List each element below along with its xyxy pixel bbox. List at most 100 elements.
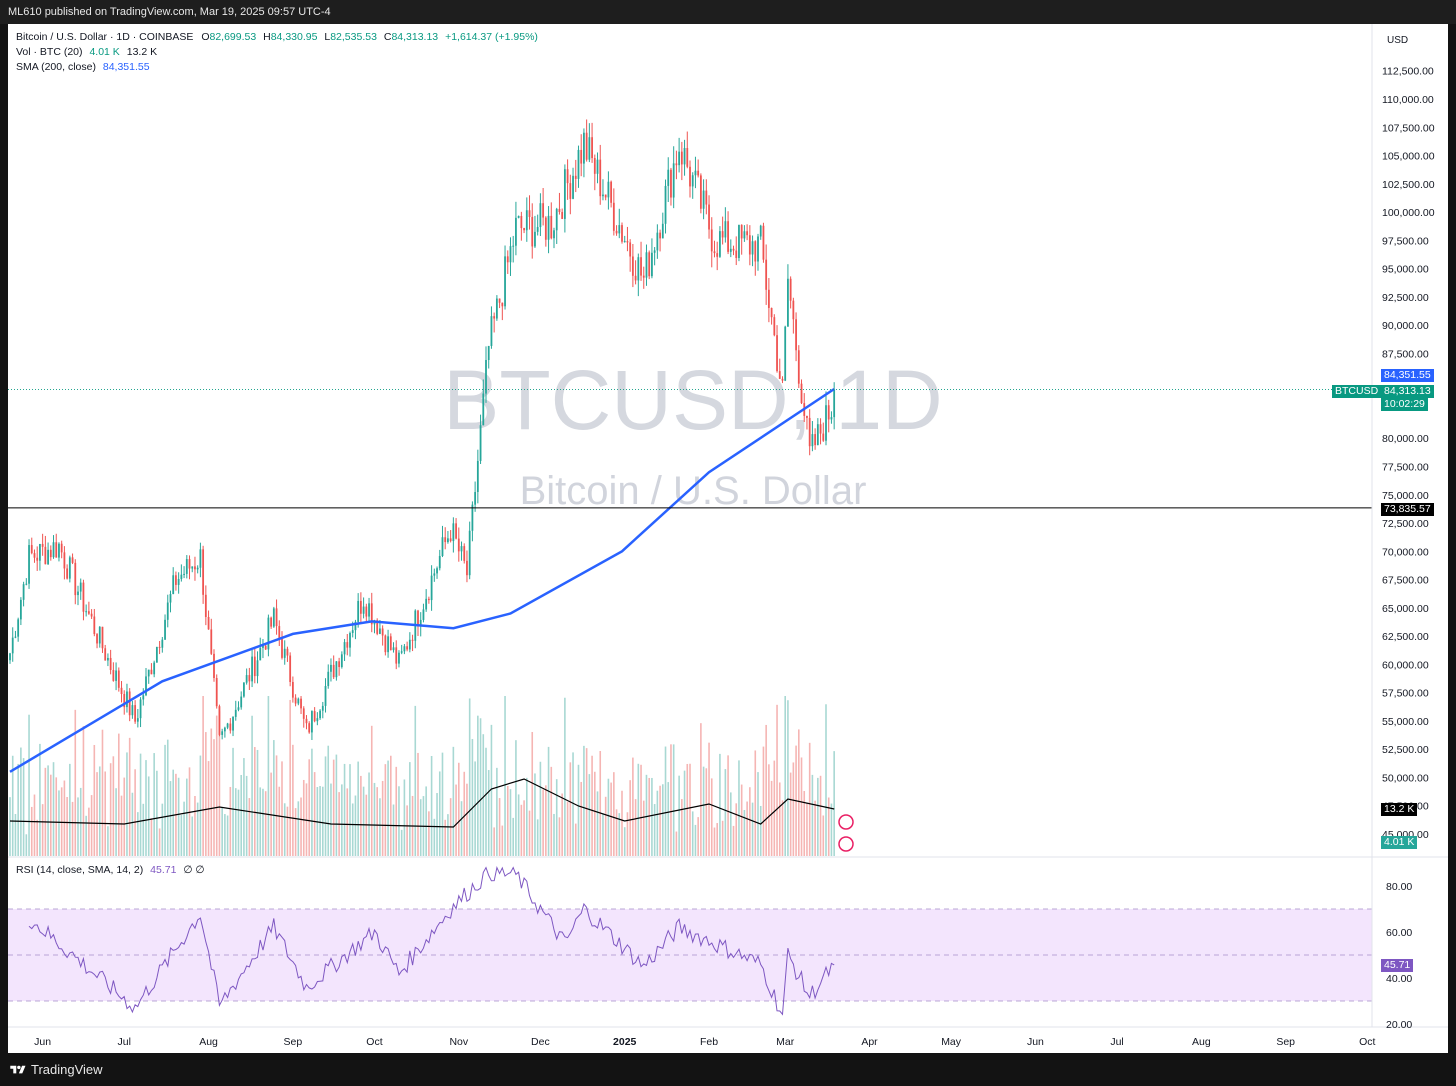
volume-bar [55,777,58,856]
axes: 112,500.00 110,000.00 107,500.00 105,000.00… [8,24,1448,1048]
volume-bar [566,801,569,856]
volume-bar [188,767,191,856]
candle-body [621,225,623,242]
symbol-tag: BTCUSD [1332,385,1382,398]
candle-body [387,636,389,653]
candle-body [588,137,591,160]
candle-body [806,415,808,418]
candle-body [335,661,338,678]
candle-body [479,425,482,461]
candle-body [264,645,267,650]
volume-bar [278,786,281,856]
volume-bar [267,696,270,856]
volume-bar [341,784,343,856]
volume-bar [730,792,732,856]
volume-bar [229,786,232,856]
candle-body [506,256,509,263]
volume-bar [417,752,419,856]
candle-body [164,619,166,640]
volume-bar [147,776,150,856]
volume-bar [572,752,574,856]
volume-bar [294,808,297,856]
candle-body [814,434,817,446]
candle-body [689,166,691,187]
volume-bar [335,754,338,856]
candle-body [653,250,656,253]
volume-bar [833,751,835,856]
price-tick-label: 87,500.00 [1382,348,1429,360]
volume-bar [724,769,727,856]
time-label: Dec [531,1036,550,1048]
tradingview-logo[interactable]: TradingView [10,1062,103,1077]
candle-body [789,278,792,301]
volume-bar [123,777,126,856]
volume-bar [14,813,17,856]
volume-bar [248,798,251,856]
volume-bar [672,744,675,856]
chart-canvas[interactable]: BTCUSD, 1D Bitcoin / U.S. Dollar 112,500.… [8,24,1448,1053]
volume-bar [134,769,136,856]
volume-value: 4.01 K [89,46,120,58]
candle-body [22,584,25,600]
candle-body [740,224,743,239]
price-tick-label: 97,500.00 [1382,235,1429,247]
candle-body [680,151,683,165]
candle-body [512,245,515,247]
candle-body [735,250,738,258]
candle-body [441,537,444,557]
volume-bar [721,820,724,856]
volume-bar [477,715,479,856]
volume-bar [664,746,667,856]
volume-bar [637,763,640,856]
volume-bar [623,827,626,856]
horizontal-line-tag: 73,835.57 [1381,503,1434,516]
volume-bar [512,817,514,856]
volume-bar [656,790,659,856]
volume-bar [245,775,248,856]
candle-body [523,228,525,231]
candle-body [572,175,574,199]
volume-bar [142,803,145,856]
volume-bar [384,764,387,856]
volume-bar [308,759,310,856]
currency-button[interactable]: USD [1387,35,1409,46]
volume-bar [63,780,66,856]
high-value: 84,330.95 [270,31,318,43]
chart-frame[interactable]: BTCUSD, 1D Bitcoin / U.S. Dollar 112,500.… [8,24,1448,1053]
candle-body [161,639,164,648]
volume-bar [536,819,539,856]
volume-bar [607,778,610,856]
candle-body [272,608,275,627]
rsi-extra: ∅ ∅ [183,864,205,876]
candle-body [365,606,368,617]
volume-legend-row[interactable]: Vol · BTC (20) 4.01 K 13.2 K [16,45,538,60]
candle-body [384,635,387,653]
candle-body [68,557,71,579]
time-label: Mar [776,1036,795,1048]
price-tick-label: 95,000.00 [1382,264,1429,276]
candle-body [727,221,729,252]
candle-body [485,359,487,394]
volume-bar [545,785,547,856]
volume-bar [237,789,240,856]
symbol-watermark: BTCUSD, 1D Bitcoin / U.S. Dollar [443,353,942,513]
volume-bar [398,786,400,856]
symbol-legend-row[interactable]: Bitcoin / U.S. Dollar · 1D · COINBASE O8… [16,30,538,45]
candle-body [430,575,433,601]
volume-bars [9,696,835,856]
volume-bar [69,763,71,856]
time-label: Jun [1027,1036,1044,1048]
volume-bar [77,797,79,856]
volume-bar [224,814,226,856]
low-value: 82,535.53 [330,31,377,43]
high-label: H [263,31,271,43]
candle-body [245,675,248,683]
sma-legend-row[interactable]: SMA (200, close) 84,351.55 [16,60,538,75]
candle-body [408,639,411,650]
candle-body [175,575,177,585]
volume-bar [787,700,789,856]
rsi-legend-row[interactable]: RSI (14, close, SMA, 14, 2) 45.71 ∅ ∅ [16,864,205,876]
volume-bar [506,785,509,856]
price-tick-label: 67,500.00 [1382,575,1429,587]
volume-bar [713,827,716,856]
